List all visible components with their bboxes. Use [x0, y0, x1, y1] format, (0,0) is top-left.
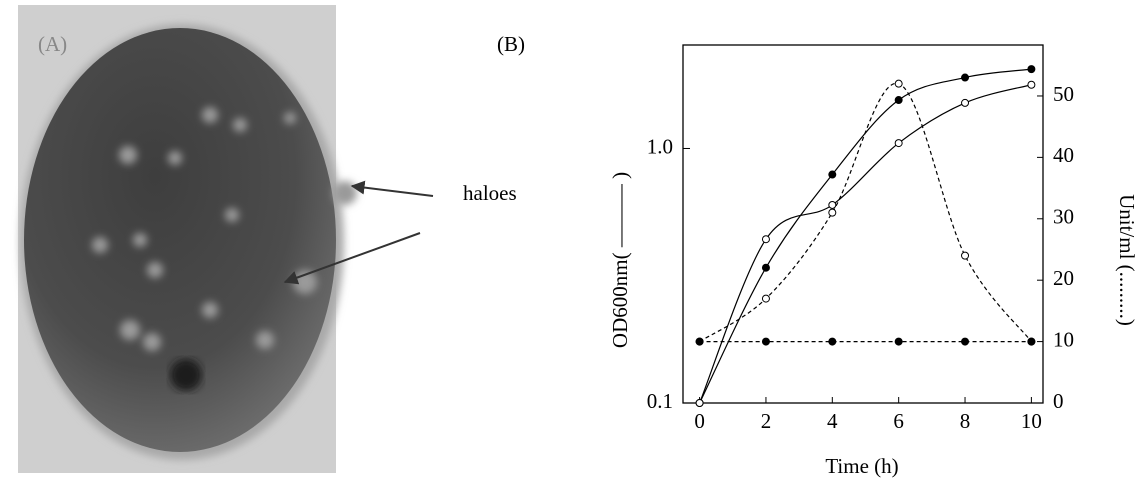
data-point: [761, 235, 770, 244]
x-tick-label: 2: [761, 409, 772, 433]
panel-a-label: (A): [38, 32, 67, 56]
data-point: [761, 337, 770, 346]
data-point: [828, 208, 837, 217]
y-tick-label: 0.1: [647, 389, 673, 413]
x-tick-label: 0: [694, 409, 705, 433]
data-point: [1027, 65, 1036, 74]
data-point: [894, 139, 903, 148]
plot-frame: [682, 44, 1044, 404]
data-point: [695, 399, 704, 407]
data-point: [695, 337, 704, 346]
data-point: [1027, 337, 1036, 346]
dark-spot: [170, 359, 202, 391]
series-line: [699, 68, 1032, 404]
y2-tick-label: 50: [1053, 82, 1074, 106]
x-tick-label: 6: [893, 409, 904, 433]
data-point: [828, 200, 837, 209]
data-point: [894, 96, 903, 105]
data-point: [761, 294, 770, 303]
data-point: [961, 98, 970, 107]
y2-axis-label: Unit/ml (.........): [1115, 194, 1139, 326]
y2-tick-label: 0: [1053, 389, 1064, 413]
data-point: [961, 73, 970, 82]
series-line: [699, 83, 1032, 343]
data-point: [894, 79, 903, 88]
arrow: [350, 180, 434, 197]
data-point: [828, 170, 837, 179]
y2-tick-label: 30: [1053, 205, 1074, 229]
halo-spots: [92, 107, 357, 351]
y2-tick-label: 10: [1053, 327, 1074, 351]
y2-tick-label: 20: [1053, 266, 1074, 290]
data-point: [828, 337, 837, 346]
x-axis-label: Time (h): [825, 454, 898, 478]
panel-b-label: (B): [497, 32, 525, 56]
x-tick-label: 4: [827, 409, 838, 433]
data-point: [961, 337, 970, 346]
plate-photo: (A) haloes: [18, 5, 517, 473]
y2-tick-label: 40: [1053, 143, 1074, 167]
annotation: haloes: [463, 181, 517, 205]
data-point: [1027, 80, 1036, 89]
x-tick-label: 8: [960, 409, 971, 433]
plate: [24, 28, 336, 452]
arrow: [283, 232, 421, 285]
y-tick-label: 1.0: [647, 134, 673, 158]
data-point: [961, 251, 970, 260]
y-axis-label: OD600nm( ——— ): [608, 172, 632, 348]
x-tick-label: 10: [1021, 409, 1042, 433]
data-point: [761, 263, 770, 272]
data-point: [894, 337, 903, 346]
